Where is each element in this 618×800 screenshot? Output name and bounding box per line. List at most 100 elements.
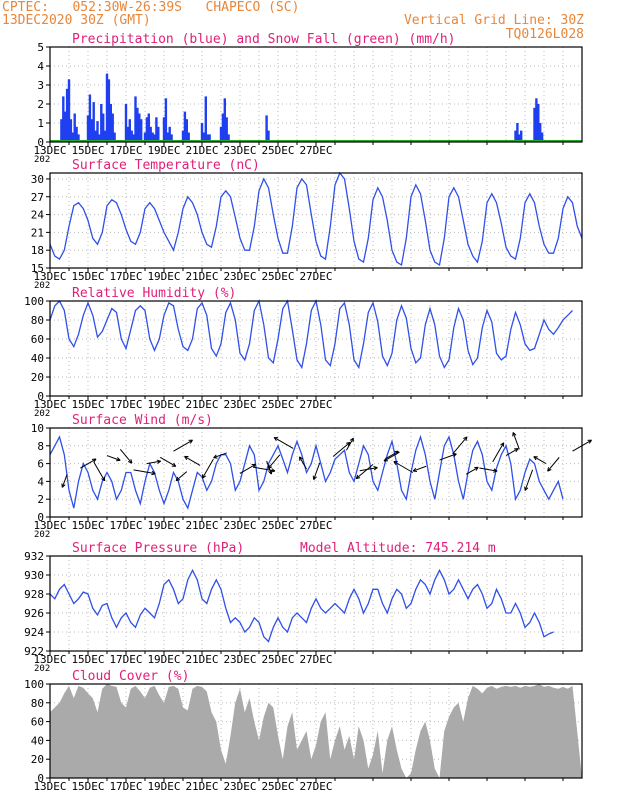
panel-4-wind-arrowhead bbox=[412, 467, 418, 472]
panel-1-precip-bar bbox=[168, 126, 171, 142]
panel-4-wind-arrow bbox=[61, 474, 68, 488]
panel-2-xtick-label: 19DEC bbox=[147, 270, 180, 283]
panel-4-wind-arrowhead bbox=[312, 475, 317, 480]
panel-4-wind-arrowhead bbox=[201, 474, 206, 479]
panel-4-wind-arrow bbox=[93, 461, 106, 482]
panel-1-precip-bar bbox=[155, 117, 158, 142]
panel-4-wind-arrow bbox=[173, 439, 193, 452]
panel-5-xtick-label: 21DEC bbox=[185, 653, 218, 666]
panel-1-precip-bar bbox=[71, 132, 74, 142]
panel-1-precip-bar bbox=[514, 130, 517, 142]
panel-2-xtick-label: 25DEC bbox=[261, 270, 294, 283]
panel-4-wind-arrowhead bbox=[547, 467, 552, 472]
panel-1-precip-bar bbox=[113, 132, 116, 142]
panel-4-wind-arrowhead bbox=[273, 436, 279, 442]
panel-4-ytick-label: 0 bbox=[37, 511, 44, 524]
panel-1-xtick-label: 27DEC bbox=[299, 144, 332, 157]
panel-4-wind-arrowhead bbox=[524, 486, 529, 491]
panel-4-wind-arrowhead bbox=[500, 442, 505, 447]
panel-3-ytick-label: 100 bbox=[24, 295, 44, 308]
panel-1-precip-bar bbox=[60, 119, 63, 142]
panel-1-precip-bar bbox=[65, 88, 69, 142]
panel-2-ytick-label: 15 bbox=[31, 262, 44, 275]
panel-2-ytick-label: 30 bbox=[31, 173, 44, 186]
panel-4-wind-arrowhead bbox=[101, 476, 106, 482]
panel-4-wind-arrowhead bbox=[268, 470, 273, 475]
panel-1-precip-bar bbox=[206, 134, 209, 142]
panel-4-wind-arrowhead bbox=[175, 476, 181, 482]
panel-1-precip-bar bbox=[130, 130, 133, 142]
panel-1-precip-bar bbox=[516, 123, 519, 142]
panel-4-ytick-label: 4 bbox=[37, 475, 44, 488]
panel-4-xtick-label: 15DEC bbox=[71, 519, 104, 532]
panel-1-precip-bar bbox=[73, 113, 76, 142]
panel-1-xtick-label: 25DEC bbox=[261, 144, 294, 157]
panel-1-precip-bar bbox=[539, 123, 542, 142]
panel-4-wind-arrowhead bbox=[533, 456, 538, 461]
panel-4-wind-arrowhead bbox=[349, 437, 354, 443]
panel-6-ytick-label: 80 bbox=[31, 697, 44, 710]
panel-4-ytick-label: 2 bbox=[37, 493, 44, 506]
panel-4-wind-arrowhead bbox=[156, 459, 161, 464]
panel-1-precip-bar bbox=[208, 134, 211, 142]
panel-6-xtick-label: 19DEC bbox=[147, 780, 180, 793]
panel-6-xtick-label: 23DEC bbox=[223, 780, 256, 793]
panel-1-precip-bar bbox=[147, 113, 150, 142]
panel-4-wind-arrow bbox=[80, 458, 97, 469]
panel-2-ytick-label: 24 bbox=[31, 209, 45, 222]
panel-1-precip-bar bbox=[143, 132, 147, 142]
panel-2-year-label: 202 bbox=[34, 281, 50, 291]
panel-3-ytick-label: 80 bbox=[31, 314, 44, 327]
panel-6-xtick-label: 13DEC bbox=[33, 780, 66, 793]
panel-5-ytick-label: 930 bbox=[24, 569, 44, 582]
panel-2-ytick-label: 21 bbox=[31, 226, 44, 239]
panel-3-xtick-label: 17DEC bbox=[109, 398, 142, 411]
panel-4-wind-arrowhead bbox=[345, 441, 351, 447]
panel-1-precip-bar bbox=[518, 134, 521, 142]
panel-4-wind-arrowhead bbox=[587, 439, 592, 444]
panel-1-precip-bar bbox=[136, 107, 139, 142]
panel-4-wind-arrow bbox=[479, 467, 498, 472]
panel-4-xtick-label: 13DEC bbox=[33, 519, 66, 532]
panel-6-ytick-label: 0 bbox=[37, 772, 44, 785]
panel-4-wind-arrowhead bbox=[355, 474, 361, 480]
panel-5-xtick-label: 13DEC bbox=[33, 653, 66, 666]
panel-4-wind-arrow bbox=[452, 436, 468, 455]
panel-1-precip-bar bbox=[75, 126, 78, 142]
panel-1-ytick-label: 3 bbox=[37, 79, 44, 92]
panel-2-xtick-label: 23DEC bbox=[223, 270, 256, 283]
panel-1-precip-bar bbox=[540, 132, 544, 142]
panel-1-precip-bar bbox=[170, 134, 173, 142]
panel-4-wind-arrow bbox=[175, 471, 188, 481]
panel-1-precip-bar bbox=[64, 111, 67, 142]
panel-1-precip-bar bbox=[151, 132, 154, 142]
panel-4-ytick-label: 6 bbox=[37, 458, 44, 471]
panel-4-wind-arrow bbox=[359, 467, 378, 472]
panel-3-xtick-label: 27DEC bbox=[299, 398, 332, 411]
panel-1-precip-bar bbox=[149, 126, 152, 142]
panel-3-xtick-label: 23DEC bbox=[223, 398, 256, 411]
panel-6-xtick-label: 27DEC bbox=[299, 780, 332, 793]
panel-1-precip-bar bbox=[62, 96, 65, 142]
panel-3-ytick-label: 40 bbox=[31, 352, 44, 365]
panel-4-ytick-label: 10 bbox=[31, 422, 44, 435]
panel-5-xtick-label: 27DEC bbox=[299, 653, 332, 666]
panel-2-xtick-label: 21DEC bbox=[185, 270, 218, 283]
panel-5-ytick-label: 926 bbox=[24, 607, 44, 620]
panel-6-ytick-label: 100 bbox=[24, 678, 44, 691]
panel-1-precip-bar bbox=[138, 113, 141, 142]
panel-5-xtick-label: 23DEC bbox=[223, 653, 256, 666]
panel-3-title: Relative Humidity (%) bbox=[72, 286, 236, 301]
panel-1-ytick-label: 5 bbox=[37, 41, 44, 54]
panel-4-wind-arrowhead bbox=[116, 457, 121, 462]
panel-3-xtick-label: 21DEC bbox=[185, 398, 218, 411]
panel-5-ytick-label: 928 bbox=[24, 588, 44, 601]
panel-4-wind-arrow bbox=[201, 458, 214, 479]
panel-1-ytick-label: 2 bbox=[37, 98, 44, 111]
panel-4-wind-arrow bbox=[106, 455, 121, 461]
panel-1-precip-bar bbox=[67, 79, 71, 142]
panel-4-wind-arrow bbox=[184, 455, 201, 466]
panel-3-xtick-label: 15DEC bbox=[71, 398, 104, 411]
panel-1-precip-bar bbox=[77, 134, 80, 142]
panel-4-xtick-label: 23DEC bbox=[223, 519, 256, 532]
